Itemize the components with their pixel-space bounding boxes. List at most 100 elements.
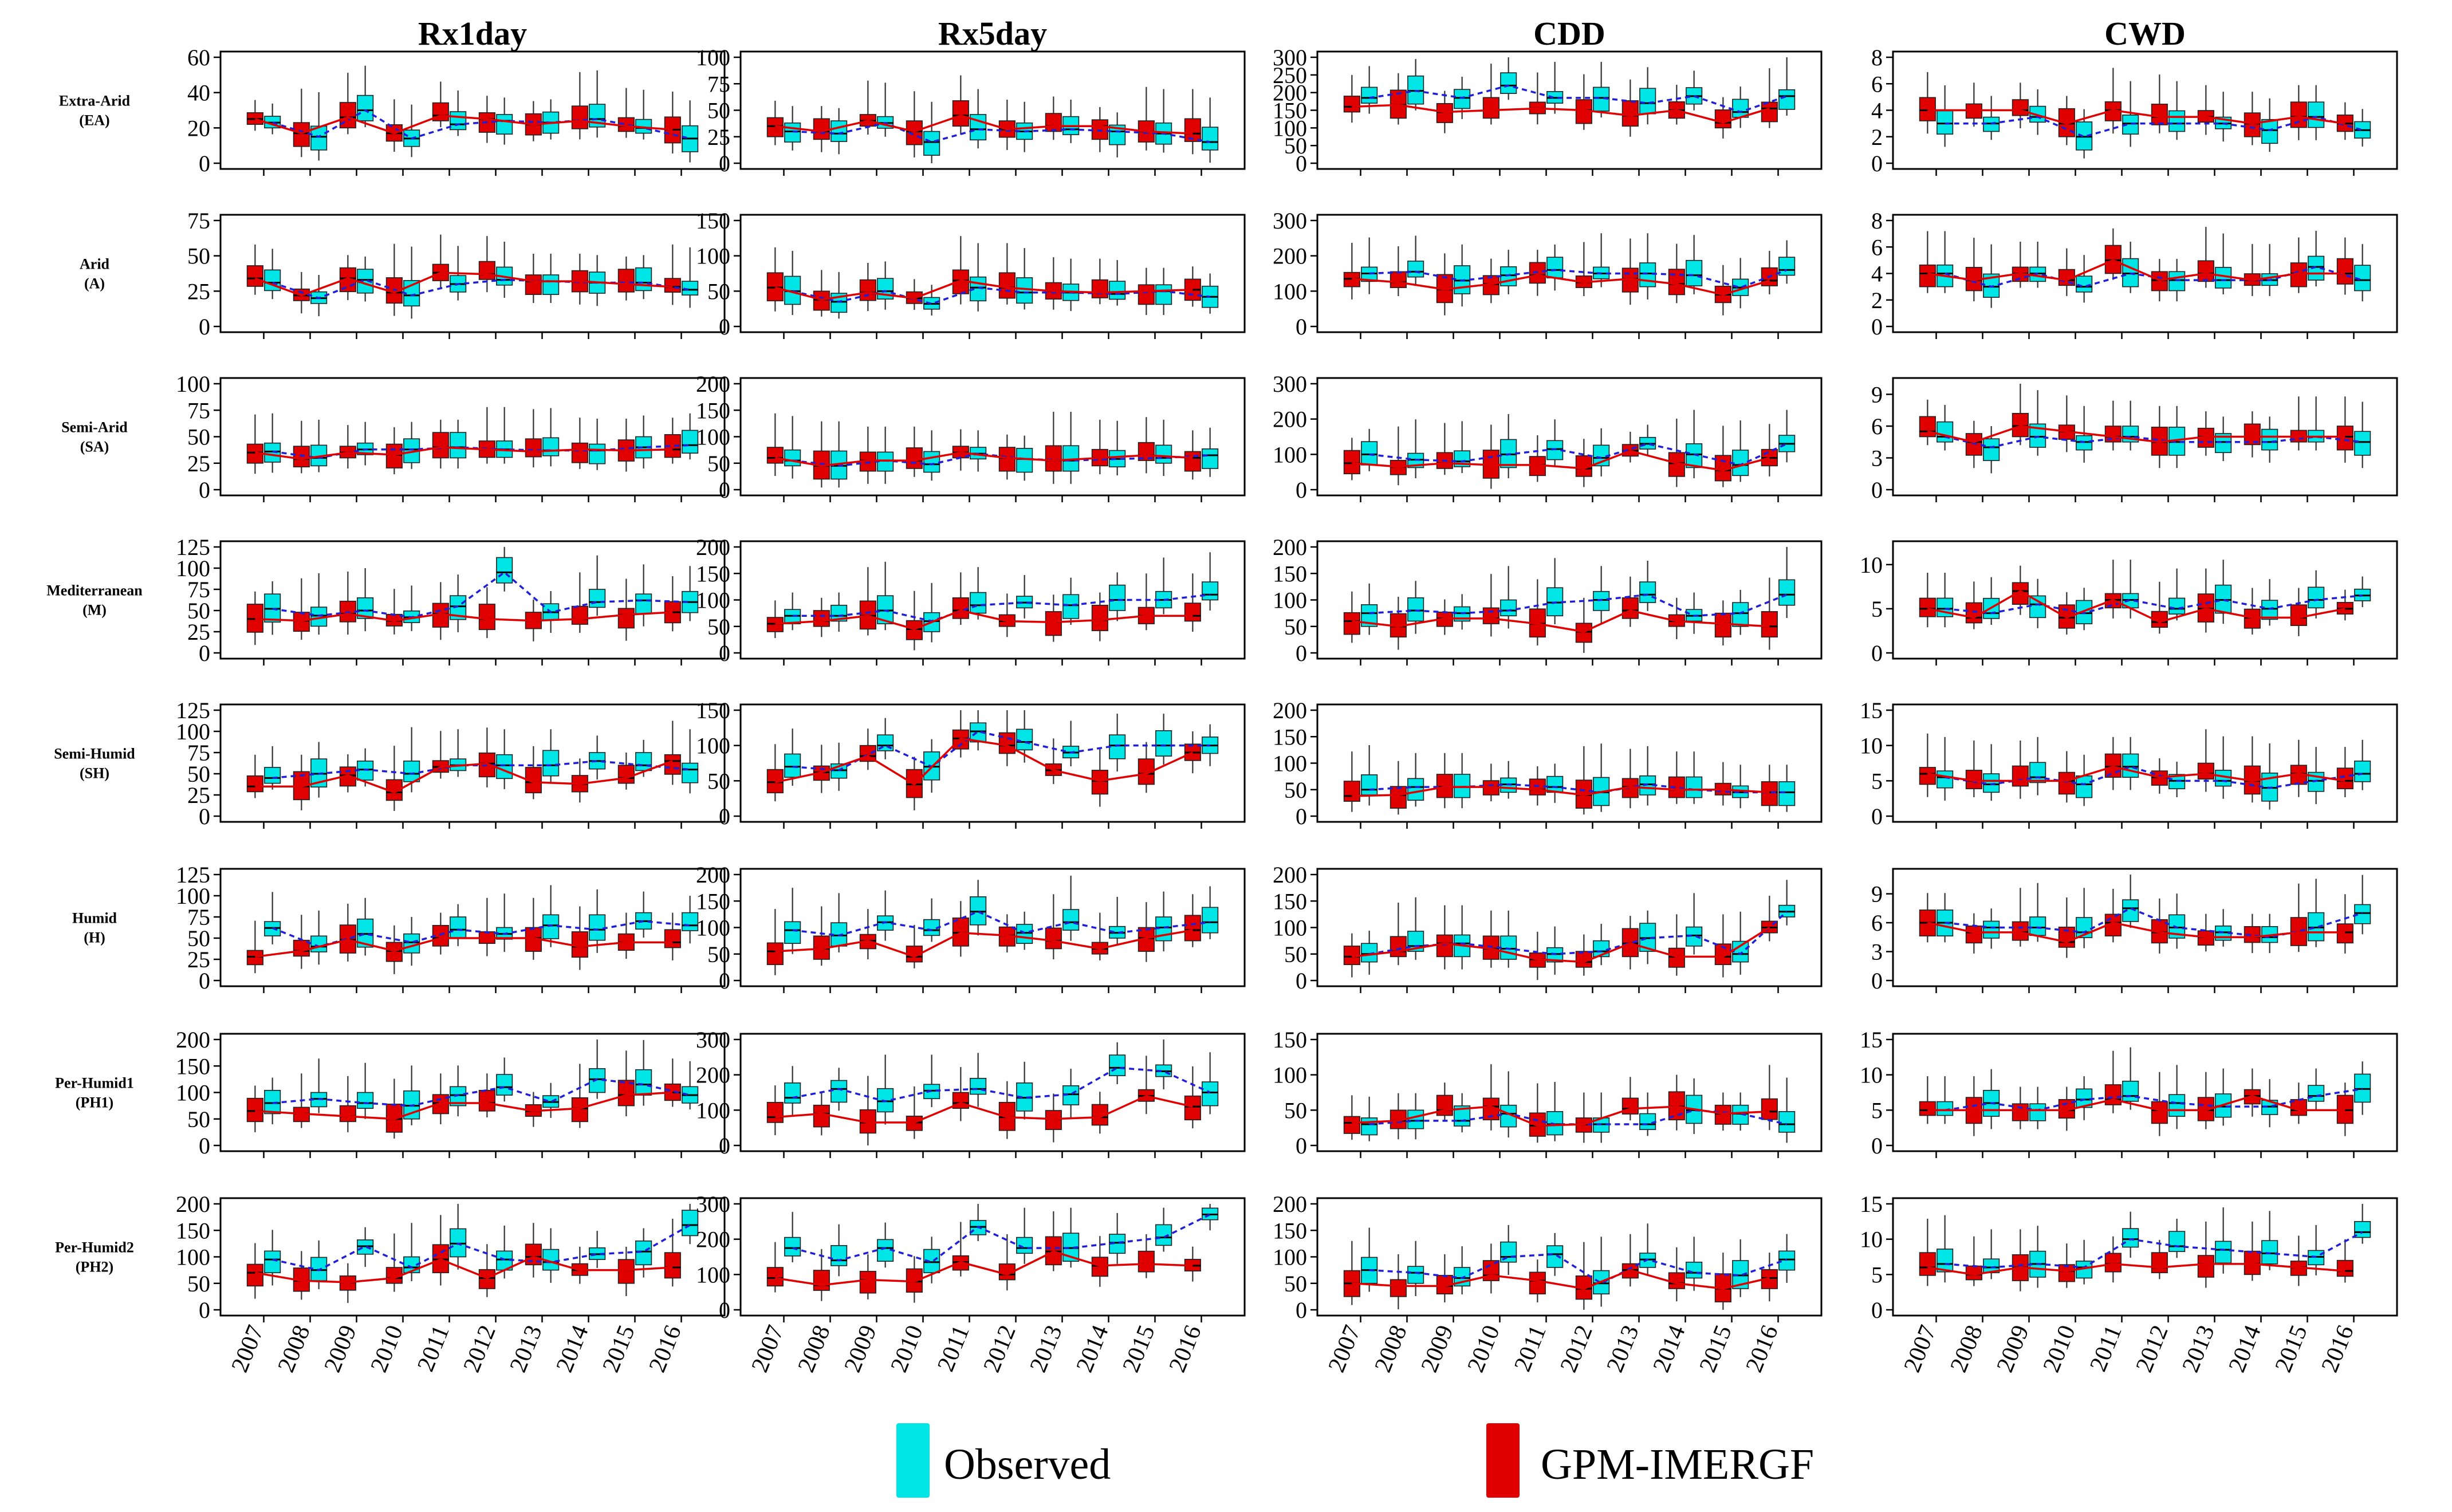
- y-tick-label: 150: [696, 561, 730, 586]
- obs-box-2010: [1500, 1241, 1517, 1263]
- y-tick-label: 50: [1284, 1097, 1307, 1123]
- obs-box-2016: [682, 1210, 699, 1237]
- observed-series-line: [1369, 911, 1788, 955]
- y-tick-label: 75: [187, 904, 210, 930]
- obs-box-2015: [1155, 1224, 1172, 1246]
- obs-box-2015: [1155, 444, 1172, 464]
- gpm-box-2007: [766, 1267, 784, 1287]
- y-tick-label: 0: [199, 1133, 210, 1159]
- gpm-box-2013: [2197, 1255, 2214, 1278]
- obs-box-2012: [496, 557, 513, 584]
- column-title-cwd: CWD: [2104, 15, 2186, 52]
- y-tick-label: 0: [1296, 1297, 1307, 1323]
- gpm-series-line: [1927, 1263, 2345, 1276]
- obs-box-2008: [310, 935, 328, 952]
- y-tick-label: 0: [1871, 477, 1883, 503]
- observed-series-line: [1369, 1253, 1788, 1285]
- obs-box-2014: [1686, 1261, 1703, 1279]
- gpm-series-line: [1352, 1269, 1770, 1290]
- obs-box-2007: [1361, 943, 1378, 963]
- y-tick-label: 150: [1273, 1218, 1307, 1243]
- y-tick-label: 100: [176, 883, 210, 909]
- panel-frame: [1892, 1197, 2398, 1317]
- y-tick-label: 125: [176, 534, 210, 560]
- gpm-box-2014: [571, 605, 588, 625]
- gpm-box-2007: [766, 769, 784, 794]
- gpm-box-2011: [432, 102, 449, 121]
- gpm-box-2015: [1714, 612, 1731, 638]
- gpm-box-2010: [1482, 607, 1499, 624]
- y-tick-label: 0: [1871, 314, 1883, 340]
- obs-box-2007: [1937, 110, 1954, 135]
- obs-box-2014: [1109, 281, 1126, 300]
- gpm-box-2008: [1390, 786, 1407, 809]
- y-tick-label: 4: [1871, 98, 1883, 124]
- gpm-box-2010: [906, 447, 923, 469]
- obs-box-2016: [1202, 907, 1219, 934]
- y-tick-label: 2: [1871, 124, 1883, 150]
- y-tick-label: 4: [1871, 261, 1883, 287]
- gpm-box-2008: [293, 446, 310, 468]
- y-tick-label: 100: [696, 1097, 730, 1123]
- y-tick-label: 100: [1273, 1062, 1307, 1088]
- obs-box-2008: [1407, 778, 1424, 801]
- obs-box-2016: [682, 762, 699, 783]
- gpm-box-2015: [617, 1259, 635, 1284]
- obs-box-2007: [1361, 774, 1378, 796]
- y-tick-label: 300: [1273, 371, 1307, 397]
- obs-box-2016: [2354, 1221, 2371, 1238]
- gpm-box-2008: [1390, 271, 1407, 288]
- y-tick-label: 50: [707, 278, 730, 304]
- gpm-box-2011: [2104, 1253, 2122, 1273]
- y-tick-label: 200: [696, 534, 730, 560]
- panel-frame: [219, 868, 726, 987]
- obs-box-2013: [542, 437, 560, 456]
- obs-box-2011: [970, 592, 987, 614]
- y-tick-label: 0: [719, 1297, 730, 1323]
- gpm-box-2014: [1668, 947, 1685, 968]
- gpm-series-line: [1927, 109, 2345, 125]
- obs-box-2011: [2122, 753, 2139, 778]
- obs-box-2007: [264, 1090, 281, 1115]
- y-tick-label: 50: [1284, 777, 1307, 803]
- gpm-box-2008: [1965, 433, 1982, 456]
- y-tick-label: 6: [1871, 234, 1883, 260]
- obs-box-2008: [831, 1245, 848, 1266]
- row-label-name: Semi-Arid: [61, 419, 128, 436]
- obs-box-2014: [2261, 1240, 2278, 1265]
- observed-series-line: [792, 730, 1210, 771]
- y-tick-label: 10: [1860, 552, 1883, 578]
- y-tick-label: 25: [187, 782, 210, 808]
- gpm-box-2008: [1965, 602, 1982, 624]
- y-tick-label: 100: [176, 371, 210, 397]
- gpm-box-2011: [1529, 1271, 1546, 1295]
- panel-frame: [219, 540, 726, 660]
- gpm-box-2013: [2197, 260, 2214, 282]
- y-tick-label: 50: [187, 243, 210, 269]
- obs-box-2007: [264, 1250, 281, 1274]
- gpm-series-line: [1352, 1105, 1770, 1127]
- observed-series-line: [1945, 116, 2363, 138]
- panel-cdd-row-7: 0 50 100 150: [1273, 1027, 1823, 1159]
- y-tick-label: 0: [719, 968, 730, 994]
- observed-series-line: [1369, 84, 1788, 113]
- y-tick-label: 0: [719, 1133, 730, 1159]
- observed-series-line: [272, 571, 690, 619]
- gpm-box-2007: [1343, 781, 1360, 802]
- gpm-box-2016: [1761, 101, 1778, 123]
- gpm-box-2007: [1919, 1101, 1936, 1116]
- gpm-box-2013: [1045, 113, 1062, 132]
- y-tick-label: 0: [199, 477, 210, 503]
- obs-box-2014: [589, 443, 606, 464]
- y-tick-label: 50: [707, 768, 730, 794]
- obs-box-2007: [264, 767, 281, 784]
- panel-rx5day-row-5: 0 50 100 150: [696, 698, 1246, 829]
- gpm-box-2009: [859, 279, 876, 301]
- obs-box-2012: [1016, 924, 1033, 944]
- panel-frame: [1892, 1033, 2398, 1152]
- obs-box-2014: [589, 589, 606, 608]
